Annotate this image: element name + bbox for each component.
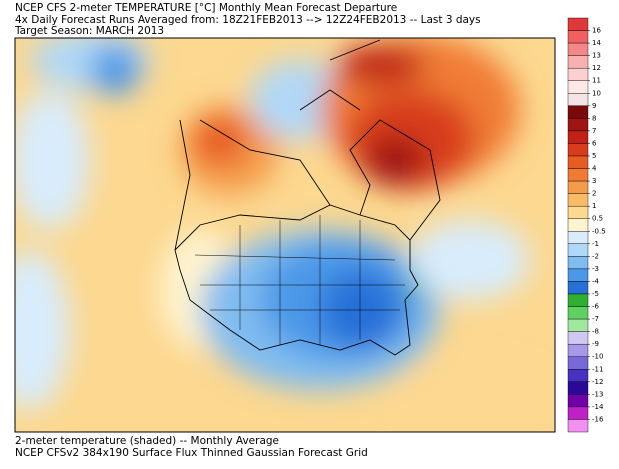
colorbar-swatch bbox=[567, 231, 589, 245]
colorbar-swatch bbox=[567, 256, 589, 270]
colorbar-label: -1 bbox=[592, 240, 599, 248]
colorbar-label: -12 bbox=[592, 378, 603, 386]
colorbar-label: 7 bbox=[592, 127, 596, 135]
colorbar-swatch bbox=[567, 268, 589, 282]
colorbar-swatch bbox=[567, 17, 589, 31]
colorbar-label: -9 bbox=[592, 340, 599, 348]
colorbar-label: -7 bbox=[592, 315, 599, 323]
title-line: 4x Daily Forecast Runs Averaged from: 18… bbox=[15, 14, 481, 26]
colorbar-swatch bbox=[567, 343, 589, 357]
colorbar-swatch bbox=[567, 406, 589, 420]
colorbar-swatch bbox=[567, 243, 589, 257]
colorbar-swatch bbox=[567, 356, 589, 370]
colorbar-label: 9 bbox=[592, 102, 596, 110]
colorbar-label: 1 bbox=[592, 202, 596, 210]
colorbar-label: 5 bbox=[592, 152, 596, 160]
colorbar-label: -0.5 bbox=[592, 227, 606, 235]
title-line: NCEP CFS 2-meter TEMPERATURE [°C] Monthl… bbox=[15, 2, 397, 14]
map bbox=[15, 38, 555, 432]
colorbar-swatch bbox=[567, 306, 589, 320]
colorbar-swatch bbox=[567, 30, 589, 44]
colorbar-swatch bbox=[567, 130, 589, 144]
colorbar-label: -16 bbox=[592, 415, 604, 423]
colorbar-label: 14 bbox=[592, 39, 601, 47]
colorbar-label: 12 bbox=[592, 64, 601, 72]
colorbar-label: -4 bbox=[592, 277, 600, 285]
colorbar-label: 2 bbox=[592, 190, 596, 198]
footer-line: NCEP CFSv2 384x190 Surface Flux Thinned … bbox=[15, 447, 368, 459]
colorbar-swatch bbox=[567, 331, 589, 345]
colorbar-swatch bbox=[567, 419, 589, 433]
colorbar-swatch bbox=[567, 193, 589, 207]
colorbar-label: 4 bbox=[592, 165, 597, 173]
colorbar-label: -13 bbox=[592, 390, 603, 398]
colorbar-swatch bbox=[567, 369, 589, 383]
colorbar-swatch bbox=[567, 381, 589, 395]
colorbar-label: -14 bbox=[592, 403, 604, 411]
colorbar-swatch bbox=[567, 118, 589, 132]
colorbar-label: 11 bbox=[592, 77, 601, 85]
colorbar-label: -11 bbox=[592, 365, 603, 373]
colorbar-swatch bbox=[567, 105, 589, 119]
colorbar-swatch bbox=[567, 80, 589, 94]
colorbar-swatch bbox=[567, 205, 589, 219]
colorbar-swatch bbox=[567, 42, 589, 56]
title-line: Target Season: MARCH 2013 bbox=[14, 25, 164, 37]
colorbar-label: 0.5 bbox=[592, 215, 603, 223]
colorbar-swatch bbox=[567, 293, 589, 307]
colorbar: 16 14 13 12 11 10 9 8 7 6 5 4 3 2 1 0.5 -0.5 -1 -2 -3 -4 -5 -6… bbox=[567, 17, 606, 433]
colorbar-swatch bbox=[567, 394, 589, 408]
state-borders bbox=[194, 215, 405, 345]
colorbar-swatch bbox=[567, 55, 589, 69]
colorbar-swatch bbox=[567, 318, 589, 332]
colorbar-label: 3 bbox=[592, 177, 596, 185]
colorbar-swatch bbox=[567, 168, 589, 182]
colorbar-label: 16 bbox=[592, 27, 601, 35]
colorbar-swatch bbox=[567, 67, 589, 81]
colorbar-label: -5 bbox=[592, 290, 599, 298]
coastlines bbox=[174, 39, 441, 356]
colorbar-swatch bbox=[567, 155, 589, 169]
colorbar-label: -6 bbox=[592, 303, 600, 311]
colorbar-label: -10 bbox=[592, 353, 603, 361]
colorbar-label: 13 bbox=[592, 52, 601, 60]
colorbar-swatch bbox=[567, 143, 589, 157]
colorbar-swatch bbox=[567, 281, 589, 295]
colorbar-swatch bbox=[567, 93, 589, 107]
colorbar-label: 8 bbox=[592, 114, 596, 122]
colorbar-label: -3 bbox=[592, 265, 599, 273]
colorbar-label: 6 bbox=[592, 139, 597, 147]
colorbar-swatch bbox=[567, 218, 589, 232]
colorbar-label: -8 bbox=[592, 328, 599, 336]
colorbar-label: -2 bbox=[592, 252, 599, 260]
colorbar-label: 10 bbox=[592, 89, 601, 97]
colorbar-swatch bbox=[567, 180, 589, 194]
map-frame bbox=[14, 37, 556, 433]
footer-line: 2-meter temperature (shaded) -- Monthly … bbox=[15, 435, 279, 447]
